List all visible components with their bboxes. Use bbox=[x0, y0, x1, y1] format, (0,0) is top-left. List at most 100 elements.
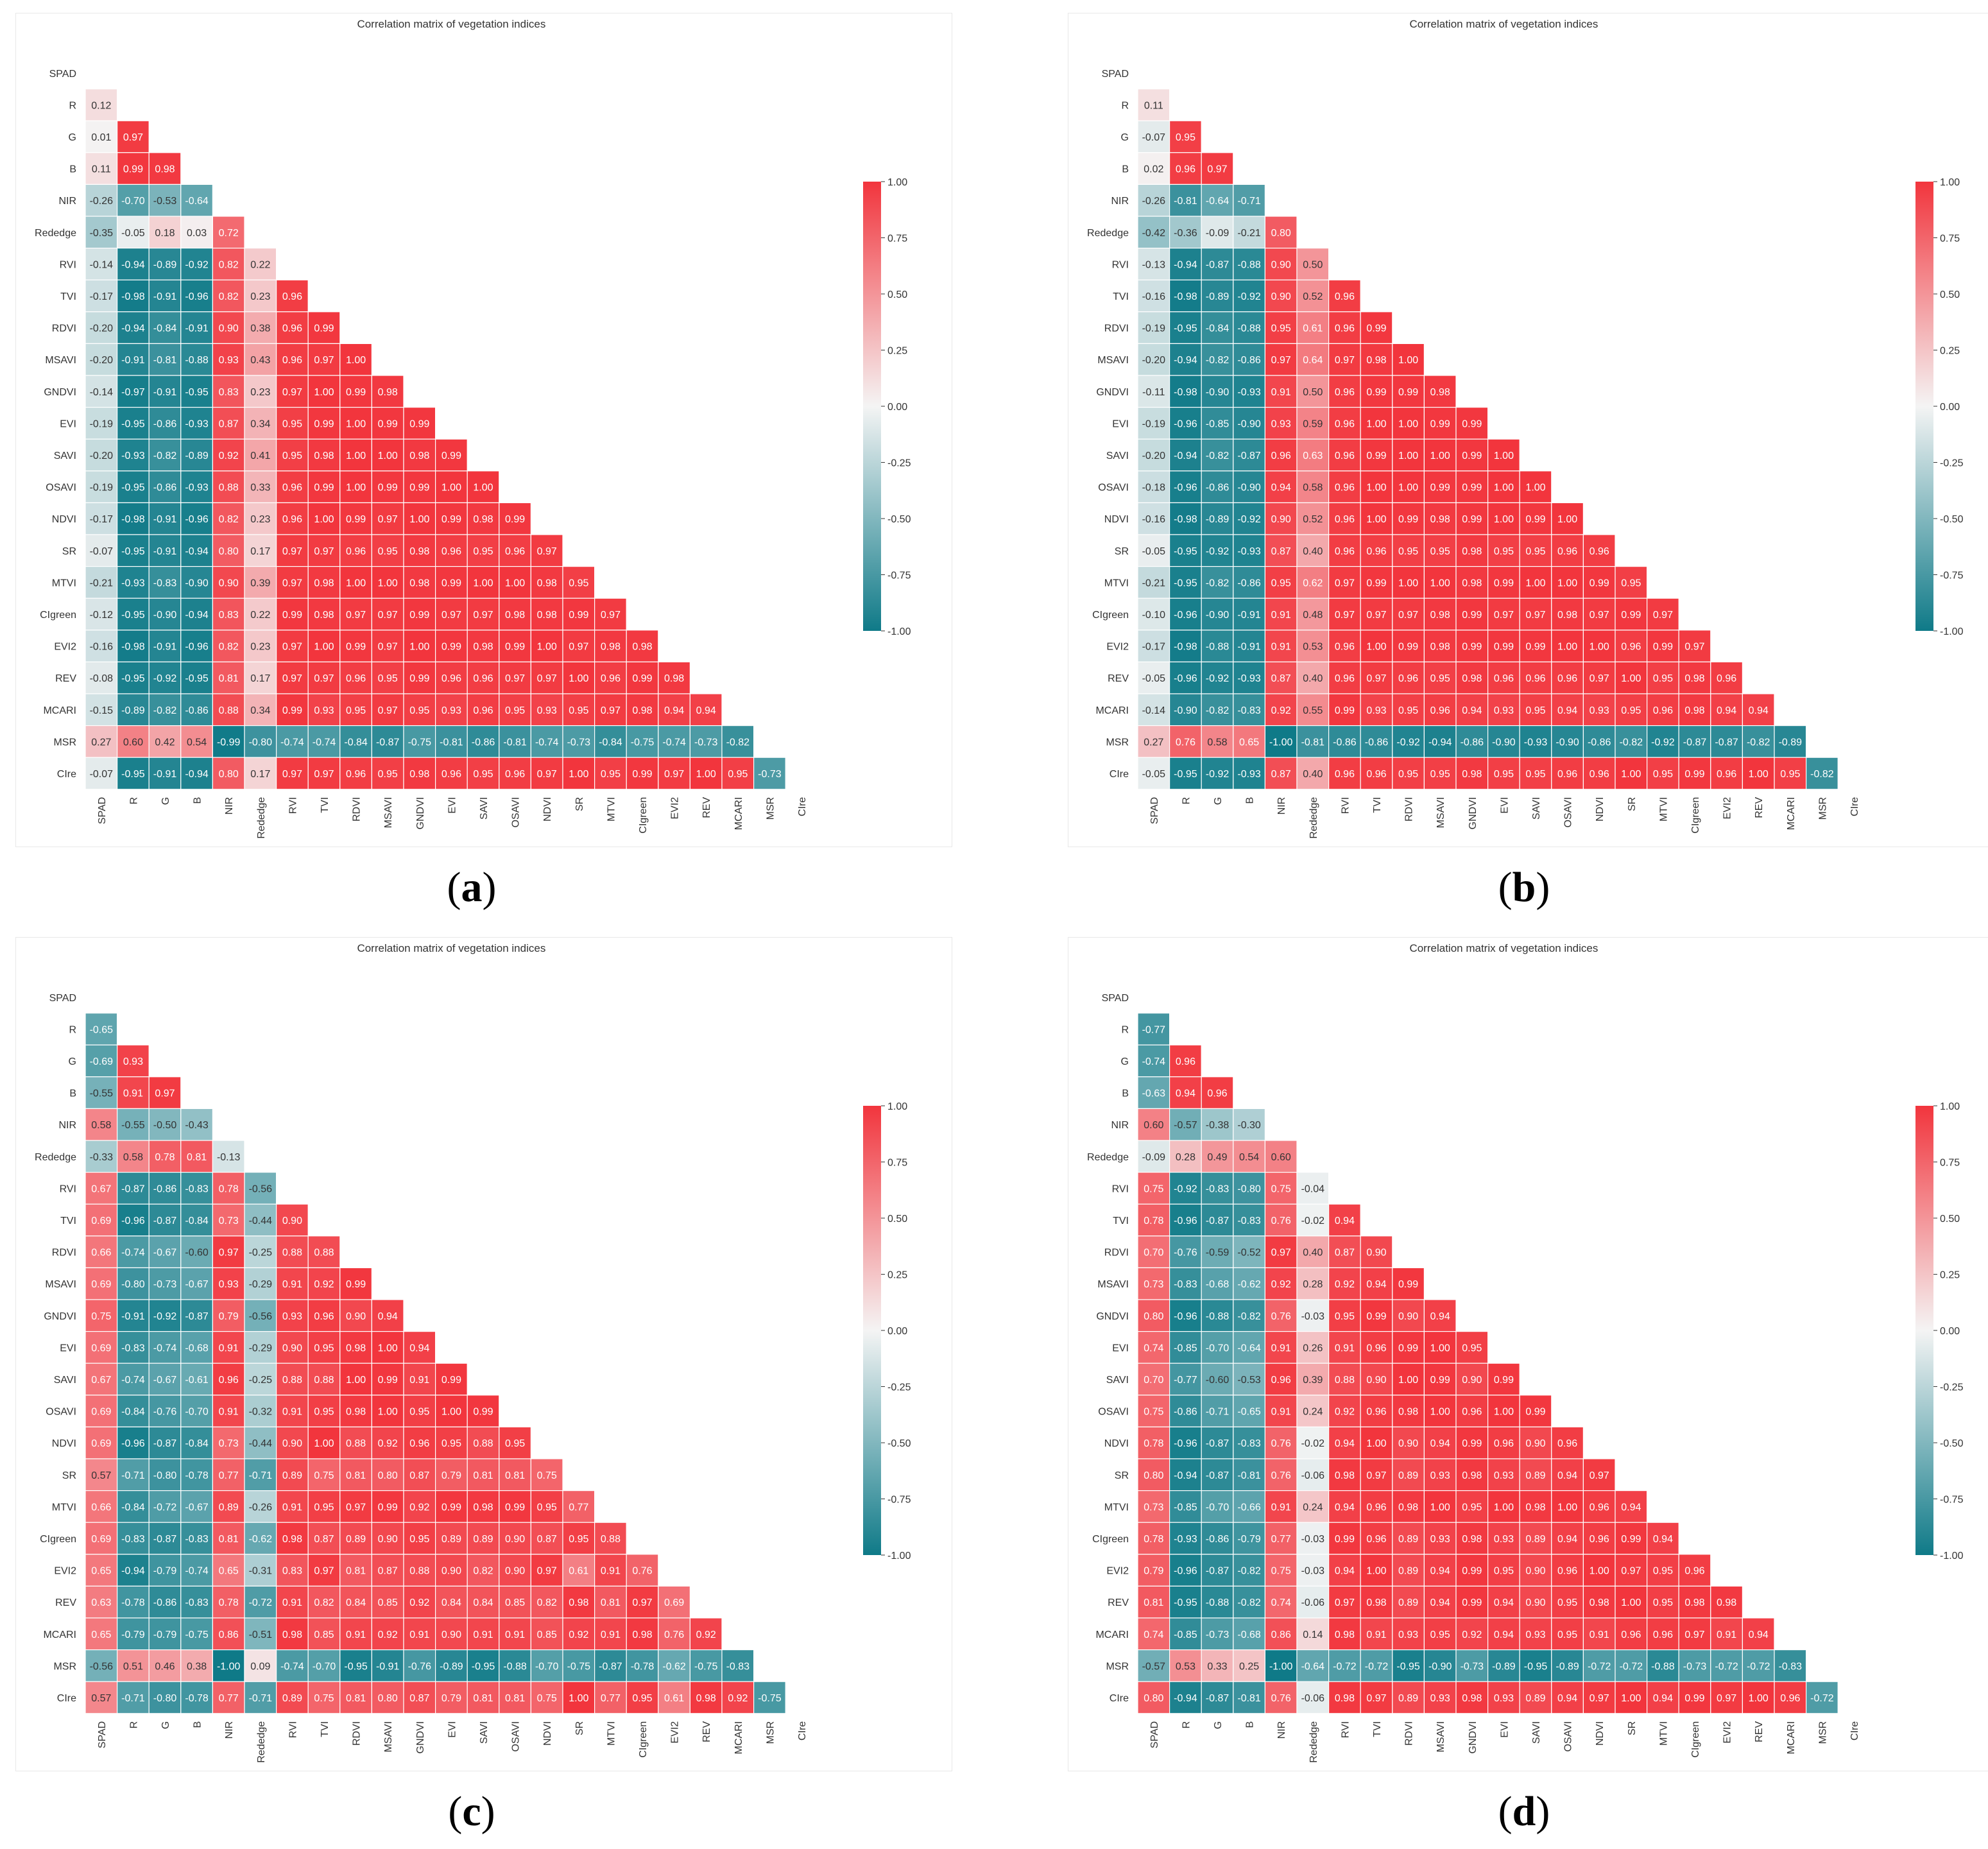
cell-MTVI-TVI bbox=[1360, 565, 1393, 599]
cell-label: -0.86 bbox=[153, 1597, 177, 1608]
cell-label: -0.02 bbox=[1301, 1216, 1325, 1226]
cell-label: -0.83 bbox=[726, 1661, 750, 1672]
cell-RVI-NIR bbox=[212, 248, 245, 280]
cell-TVI-B bbox=[180, 1203, 213, 1237]
cell-EVI-Rededge bbox=[1296, 406, 1330, 440]
y-tick-label: NDVI bbox=[1104, 514, 1129, 525]
cell-label: 1.00 bbox=[569, 769, 588, 780]
cell-label: 0.87 bbox=[314, 1534, 334, 1545]
cell-CIgreen-B bbox=[1233, 1522, 1265, 1555]
cell-label: -0.93 bbox=[1237, 673, 1261, 684]
cell-Rededge-SPAD bbox=[1137, 216, 1170, 249]
cell-label: 0.42 bbox=[155, 737, 175, 748]
panel-b: Correlation matrix of vegetation indices… bbox=[1068, 13, 1988, 847]
cell-label: -0.89 bbox=[185, 451, 209, 461]
colorbar-tick-label: -1.00 bbox=[1940, 626, 1964, 637]
y-tick-label: SAVI bbox=[54, 1375, 76, 1386]
cell-EVI-B bbox=[180, 1330, 213, 1364]
cell-SAVI-Rededge bbox=[1296, 438, 1330, 472]
cell-label: 0.82 bbox=[473, 1566, 493, 1577]
y-tick-label: GNDVI bbox=[44, 1311, 76, 1322]
cell-CIgreen-RDVI bbox=[339, 598, 372, 631]
cell-SR-TVI bbox=[1360, 1458, 1393, 1492]
cell-label: 0.97 bbox=[1271, 355, 1291, 366]
cell-SAVI-RDVI bbox=[339, 1363, 372, 1396]
cell-label: -0.95 bbox=[121, 483, 145, 494]
y-tick-label: B bbox=[1122, 1088, 1129, 1099]
cell-SR-SPAD bbox=[85, 1458, 118, 1492]
y-tick-label: GNDVI bbox=[44, 387, 76, 398]
x-tick-label: MSR bbox=[765, 797, 776, 820]
cell-MCARI-MSAVI bbox=[371, 1617, 404, 1651]
cell-label: -0.60 bbox=[1206, 1375, 1230, 1386]
cell-label: 0.90 bbox=[219, 578, 239, 589]
cell-label: 0.97 bbox=[282, 673, 302, 684]
cell-REV-SR bbox=[1615, 661, 1648, 694]
cell-label: 0.70 bbox=[1144, 1248, 1163, 1259]
cell-MSAVI-G bbox=[1201, 343, 1234, 376]
cell-label: 0.98 bbox=[1684, 1597, 1704, 1608]
cell-label: 0.23 bbox=[250, 387, 270, 398]
cell-SR-SAVI bbox=[467, 534, 500, 567]
cell-SAVI-B bbox=[180, 438, 213, 472]
cell-label: 0.97 bbox=[441, 610, 461, 621]
x-tick-label: MTVI bbox=[1658, 797, 1669, 821]
cell-label: -0.93 bbox=[185, 483, 209, 494]
cell-SR-B bbox=[1233, 534, 1265, 567]
cell-label: 0.92 bbox=[409, 1597, 429, 1608]
y-tick-label: NIR bbox=[1111, 1120, 1129, 1131]
cell-SAVI-NIR bbox=[212, 1363, 245, 1396]
cell-label: -0.95 bbox=[1396, 1661, 1420, 1672]
y-tick-label: MCARI bbox=[43, 1630, 76, 1640]
cell-label: 0.91 bbox=[409, 1375, 429, 1386]
cell-label: -0.13 bbox=[217, 1152, 241, 1163]
cell-label: 0.96 bbox=[1366, 769, 1386, 780]
cell-label: -0.77 bbox=[1174, 1375, 1197, 1386]
heatmap-cells: -0.65-0.69 0.93-0.55 0.91 0.970.58 -0.55 -0.5… bbox=[85, 1012, 786, 1714]
cell-label: -0.43 bbox=[185, 1120, 209, 1131]
y-tick-label: CIgreen bbox=[40, 610, 76, 621]
y-tick-label: EVI bbox=[1112, 418, 1129, 429]
cell-label: 0.83 bbox=[282, 1566, 302, 1577]
cell-MSR-REV bbox=[689, 725, 723, 758]
cell-label: 0.24 bbox=[1303, 1407, 1323, 1418]
chart-title: Correlation matrix of vegetation indices bbox=[357, 18, 545, 30]
cell-label: 1.00 bbox=[314, 642, 334, 653]
cell-label: -0.64 bbox=[1206, 196, 1230, 207]
cell-CIre-SPAD bbox=[1137, 757, 1170, 790]
cell-label: -0.98 bbox=[121, 642, 145, 653]
cell-label: -0.98 bbox=[1174, 514, 1197, 525]
cell-label: -0.75 bbox=[758, 1693, 782, 1704]
cell-RDVI-RVI bbox=[276, 1235, 309, 1268]
cell-label: 0.76 bbox=[1271, 1470, 1291, 1481]
cell-label: 0.94 bbox=[1335, 1438, 1355, 1449]
cell-label: -0.71 bbox=[121, 1470, 145, 1481]
cell-label: 0.90 bbox=[219, 323, 239, 334]
cell-MTVI-G bbox=[148, 565, 182, 599]
cell-GNDVI-B bbox=[180, 1299, 213, 1332]
cell-MCARI-NIR bbox=[1264, 1617, 1298, 1651]
cell-label: 0.89 bbox=[473, 1534, 493, 1545]
cell-label: 0.93 bbox=[1494, 705, 1514, 716]
cell-label: -0.86 bbox=[153, 1183, 177, 1194]
cell-label: 0.96 bbox=[1590, 1502, 1609, 1513]
cell-label: 0.87 bbox=[537, 1534, 557, 1545]
cell-label: -0.91 bbox=[153, 514, 177, 525]
cell-SR-RVI bbox=[276, 1458, 309, 1492]
cell-NIR-R bbox=[1169, 184, 1202, 217]
cell-label: 0.98 bbox=[1398, 1407, 1418, 1418]
cell-SR-G bbox=[148, 534, 182, 567]
cell-label: 0.91 bbox=[1271, 610, 1291, 621]
cell-EVI2-R bbox=[117, 630, 150, 662]
cell-OSAVI-SAVI bbox=[467, 470, 500, 503]
cell-NIR-SPAD bbox=[1137, 1108, 1170, 1141]
cell-MSR-SR bbox=[562, 725, 596, 758]
cell-label: 0.99 bbox=[1462, 451, 1482, 461]
cell-EVI2-GNDVI bbox=[1455, 630, 1489, 662]
colorbar-tick-label: 0.25 bbox=[887, 346, 907, 357]
cell-label: -0.96 bbox=[185, 514, 209, 525]
cell-label: 0.57 bbox=[91, 1693, 111, 1704]
colorbar-tick-label: 0.00 bbox=[1940, 1326, 1960, 1337]
colorbar-tick-label: 0.75 bbox=[887, 234, 907, 245]
y-tick-label: MTVI bbox=[1104, 578, 1129, 589]
